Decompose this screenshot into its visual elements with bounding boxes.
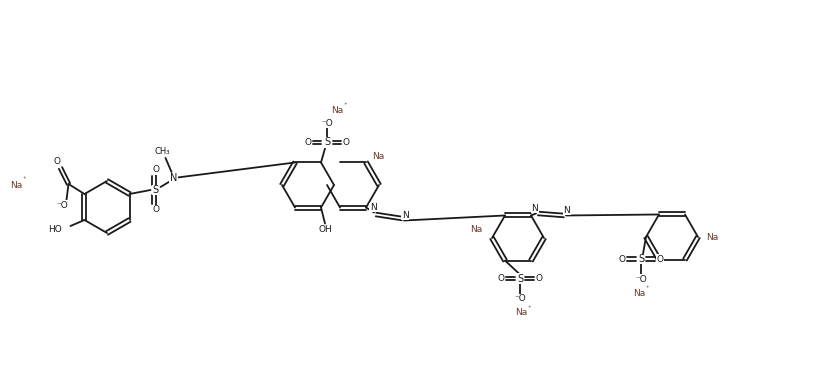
Text: ⁺: ⁺ (528, 305, 532, 311)
Text: N: N (564, 206, 570, 215)
Text: ⁻O: ⁻O (321, 119, 333, 128)
Text: Na: Na (633, 288, 645, 297)
Text: ⁻O: ⁻O (635, 274, 647, 284)
Text: O: O (536, 274, 542, 283)
Text: O: O (657, 254, 663, 263)
Text: Na: Na (515, 308, 528, 317)
Text: N: N (170, 173, 178, 183)
Text: HO: HO (47, 225, 61, 234)
Text: Na: Na (470, 226, 482, 234)
Text: OH: OH (318, 225, 332, 234)
Text: O: O (618, 254, 626, 263)
Text: S: S (324, 138, 330, 147)
Text: CH₃: CH₃ (155, 147, 170, 156)
Text: O: O (152, 206, 159, 214)
Text: O: O (54, 158, 61, 166)
Text: ⁺: ⁺ (23, 177, 27, 183)
Text: S: S (517, 274, 523, 284)
Text: Na: Na (331, 106, 344, 115)
Text: O: O (152, 166, 159, 175)
Text: S: S (638, 254, 644, 264)
Text: ⁻O: ⁻O (515, 294, 526, 303)
Text: ⁻O: ⁻O (56, 200, 69, 209)
Text: S: S (152, 185, 159, 195)
Text: N: N (370, 203, 376, 212)
Text: Na: Na (372, 152, 384, 161)
Text: Na: Na (706, 232, 718, 242)
Text: ⁺: ⁺ (344, 104, 348, 110)
Text: N: N (402, 211, 408, 220)
Text: O: O (304, 138, 312, 147)
Text: Na: Na (10, 181, 22, 189)
Text: O: O (497, 274, 505, 283)
Text: ⁺: ⁺ (646, 286, 649, 292)
Text: N: N (532, 204, 538, 213)
Text: O: O (343, 138, 349, 147)
